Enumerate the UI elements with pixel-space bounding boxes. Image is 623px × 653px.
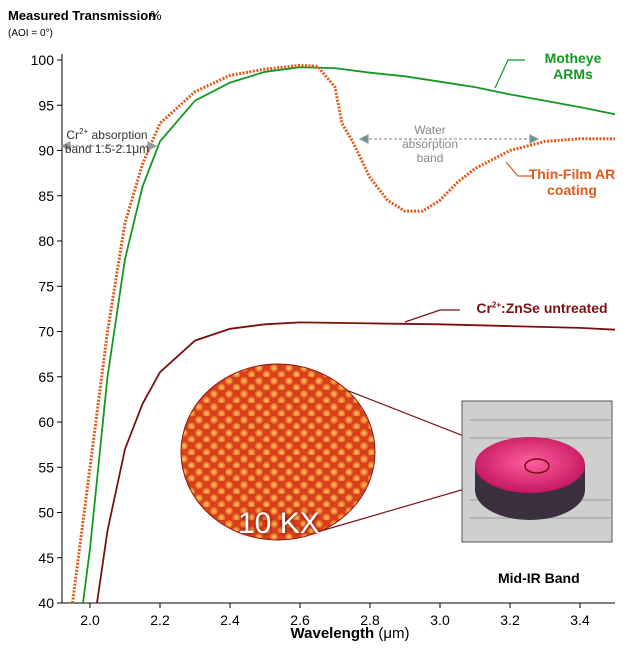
series-label: Motheye ARMs bbox=[528, 50, 618, 82]
y-tick-label: 85 bbox=[38, 188, 54, 204]
y-tick-label: 100 bbox=[31, 52, 55, 68]
y-tick-label: 55 bbox=[38, 459, 54, 475]
y-unit: % bbox=[150, 9, 162, 23]
chart: 4045505560657075808590951002.02.22.42.62… bbox=[0, 0, 623, 653]
x-tick-label: 3.4 bbox=[570, 612, 590, 628]
y-tick-label: 90 bbox=[38, 143, 54, 159]
x-tick-label: 3.2 bbox=[500, 612, 520, 628]
y-tick-label: 95 bbox=[38, 97, 54, 113]
band-label: Mid-IR Band bbox=[498, 570, 580, 586]
chart-title: Measured Transmission bbox=[8, 8, 156, 24]
page: 4045505560657075808590951002.02.22.42.62… bbox=[0, 0, 623, 653]
y-tick-label: 70 bbox=[38, 324, 54, 340]
y-tick-label: 45 bbox=[38, 550, 54, 566]
y-tick-label: 80 bbox=[38, 233, 54, 249]
y-tick-label: 60 bbox=[38, 414, 54, 430]
cr-band-note: Cr2+ absorption band 1.5-2.1μm bbox=[62, 128, 152, 156]
x-tick-label: 2.2 bbox=[150, 612, 170, 628]
series-label: Thin-Film AR coating bbox=[522, 166, 622, 198]
x-tick-label: 2.4 bbox=[220, 612, 240, 628]
y-tick-label: 75 bbox=[38, 278, 54, 294]
x-tick-label: 2.0 bbox=[80, 612, 100, 628]
y-tick-label: 65 bbox=[38, 369, 54, 385]
y-tick-label: 40 bbox=[38, 595, 54, 611]
leaders bbox=[405, 60, 532, 322]
y-tick-label: 50 bbox=[38, 505, 54, 521]
water-band-note: Water absorption band bbox=[395, 123, 465, 165]
subtitle: (AOI = 0°) bbox=[8, 27, 53, 41]
magnification: 10 KX bbox=[238, 508, 320, 540]
x-axis-label: Wavelength (μm) bbox=[240, 626, 460, 642]
series-label: Cr2+:ZnSe untreated bbox=[462, 300, 622, 316]
